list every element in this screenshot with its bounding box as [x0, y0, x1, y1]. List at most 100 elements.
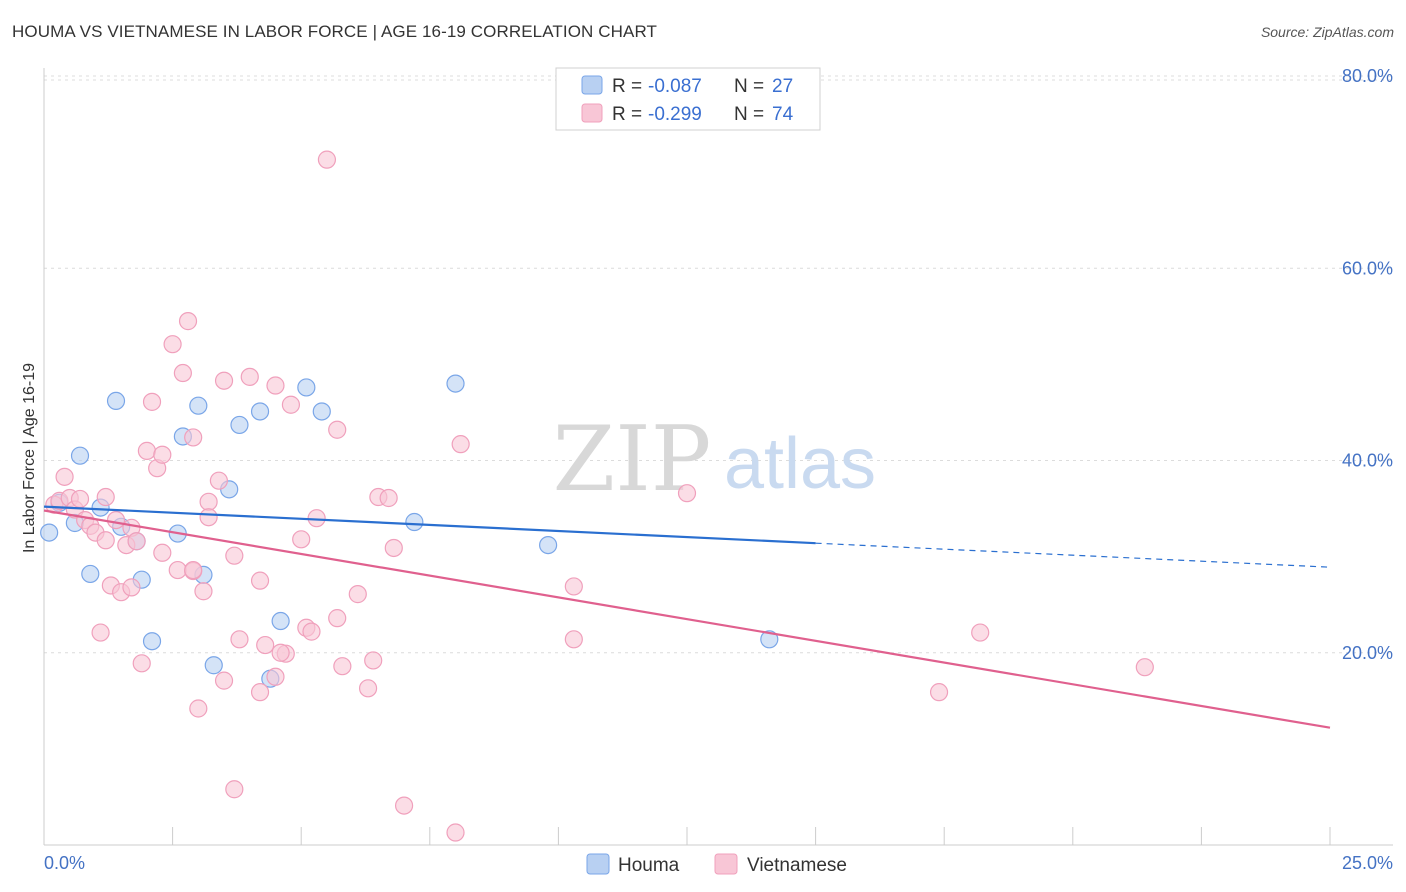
point-houma-20	[271, 611, 290, 631]
point-vietnamese-30	[189, 699, 208, 718]
point-vietnamese-32	[199, 492, 218, 511]
point-houma-13	[189, 396, 208, 415]
series-legend-vietnamese-label: Vietnamese	[747, 855, 847, 876]
point-vietnamese-59	[364, 651, 383, 670]
point-vietnamese-65	[564, 577, 583, 596]
point-vietnamese-62	[394, 796, 414, 815]
point-vietnamese-24	[163, 335, 182, 354]
point-vietnamese-22	[153, 445, 172, 464]
legend-houma-r-label: R =	[612, 76, 642, 97]
point-vietnamese-8	[91, 623, 110, 642]
chart-title: HOUMA VS VIETNAMESE IN LABOR FORCE | AGE…	[12, 22, 657, 41]
trend-line-vietnamese	[43, 509, 1331, 729]
point-houma-18	[250, 402, 270, 421]
point-vietnamese-40	[240, 367, 259, 386]
point-vietnamese-19	[137, 441, 156, 460]
point-vietnamese-25	[168, 560, 187, 580]
axes	[43, 68, 1393, 846]
trend-lines	[43, 505, 1331, 729]
point-houma-17	[230, 415, 249, 435]
point-vietnamese-12	[106, 510, 126, 530]
series-legend-houma-label: Houma	[618, 855, 680, 876]
point-vietnamese-36	[214, 371, 234, 390]
point-vietnamese-73	[271, 643, 290, 662]
point-vietnamese-10	[96, 487, 115, 507]
point-vietnamese-50	[302, 622, 321, 641]
legend-vietnamese-swatch	[581, 103, 603, 123]
series-legend: Houma Vietnamese	[586, 853, 847, 876]
grid-lines	[44, 75, 1393, 654]
point-vietnamese-66	[564, 630, 583, 649]
legend-vietnamese-n-label: N =	[734, 104, 764, 125]
point-vietnamese-47	[281, 395, 301, 414]
point-vietnamese-52	[317, 150, 337, 169]
point-vietnamese-53	[328, 420, 347, 439]
point-houma-0	[40, 523, 59, 542]
point-vietnamese-20	[142, 392, 162, 411]
point-houma-4	[81, 564, 100, 584]
point-vietnamese-39	[225, 780, 244, 799]
series-legend-houma-swatch	[586, 853, 610, 875]
point-vietnamese-15	[122, 578, 141, 597]
point-vietnamese-64	[446, 823, 465, 842]
y-tick-label-40: 40.0%	[1342, 451, 1393, 471]
point-vietnamese-26	[173, 363, 192, 383]
chart-source: Source: ZipAtlas.com	[1260, 24, 1394, 40]
point-vietnamese-33	[199, 508, 218, 527]
point-houma-15	[204, 656, 223, 675]
point-vietnamese-31	[194, 582, 213, 601]
legend-houma-n-label: N =	[734, 76, 764, 97]
series-legend-vietnamese-swatch	[714, 853, 738, 875]
point-vietnamese-61	[384, 538, 403, 558]
trend-line-houma	[43, 505, 816, 545]
legend-vietnamese-r-value: -0.299	[648, 104, 702, 125]
point-houma-21	[297, 378, 316, 397]
legend-vietnamese-n-value: 74	[772, 104, 794, 125]
point-vietnamese-69	[971, 623, 990, 642]
point-vietnamese-2	[55, 467, 74, 486]
point-vietnamese-27	[178, 312, 198, 331]
point-vietnamese-60	[379, 488, 398, 508]
x-tick-label-min: 0.0%	[44, 853, 85, 873]
y-tick-label-60: 60.0%	[1342, 258, 1393, 278]
point-vietnamese-70	[1135, 658, 1154, 677]
y-axis-label: In Labor Force | Age 16-19	[21, 363, 38, 553]
point-vietnamese-68	[929, 683, 949, 702]
point-vietnamese-42	[250, 683, 270, 702]
point-vietnamese-63	[451, 435, 470, 454]
point-houma-22	[312, 402, 331, 421]
point-vietnamese-17	[127, 532, 146, 551]
legend-houma-n-value: 27	[772, 76, 793, 97]
stats-legend: R = -0.087 N = 27 R = -0.299 N = 74	[555, 67, 821, 131]
point-houma-24	[446, 374, 465, 393]
point-houma-25	[539, 535, 558, 555]
point-vietnamese-72	[184, 560, 203, 580]
point-vietnamese-18	[132, 654, 151, 673]
point-vietnamese-35	[214, 671, 234, 690]
point-vietnamese-55	[333, 657, 352, 676]
point-vietnamese-23	[153, 543, 172, 562]
point-vietnamese-34	[209, 471, 228, 490]
point-houma-26	[760, 630, 779, 649]
point-vietnamese-56	[348, 585, 367, 604]
watermark-atlas: atlas	[724, 424, 876, 504]
point-vietnamese-37	[225, 546, 244, 565]
point-houma-6	[106, 391, 126, 411]
point-vietnamese-9	[96, 531, 115, 550]
point-vietnamese-71	[70, 489, 90, 509]
point-houma-3	[70, 446, 90, 465]
point-houma-23	[405, 512, 424, 532]
legend-houma-r-value: -0.087	[648, 76, 702, 97]
x-tick-label-max: 25.0%	[1342, 853, 1393, 873]
legend-houma-swatch	[581, 75, 603, 95]
point-vietnamese-54	[328, 609, 347, 628]
point-vietnamese-57	[358, 679, 378, 698]
point-houma-10	[142, 632, 162, 651]
point-vietnamese-44	[266, 376, 285, 395]
point-vietnamese-28	[184, 428, 203, 447]
y-tick-label-80: 80.0%	[1342, 66, 1393, 86]
point-vietnamese-45	[266, 667, 285, 686]
point-vietnamese-41	[250, 571, 270, 590]
point-vietnamese-48	[292, 530, 311, 549]
